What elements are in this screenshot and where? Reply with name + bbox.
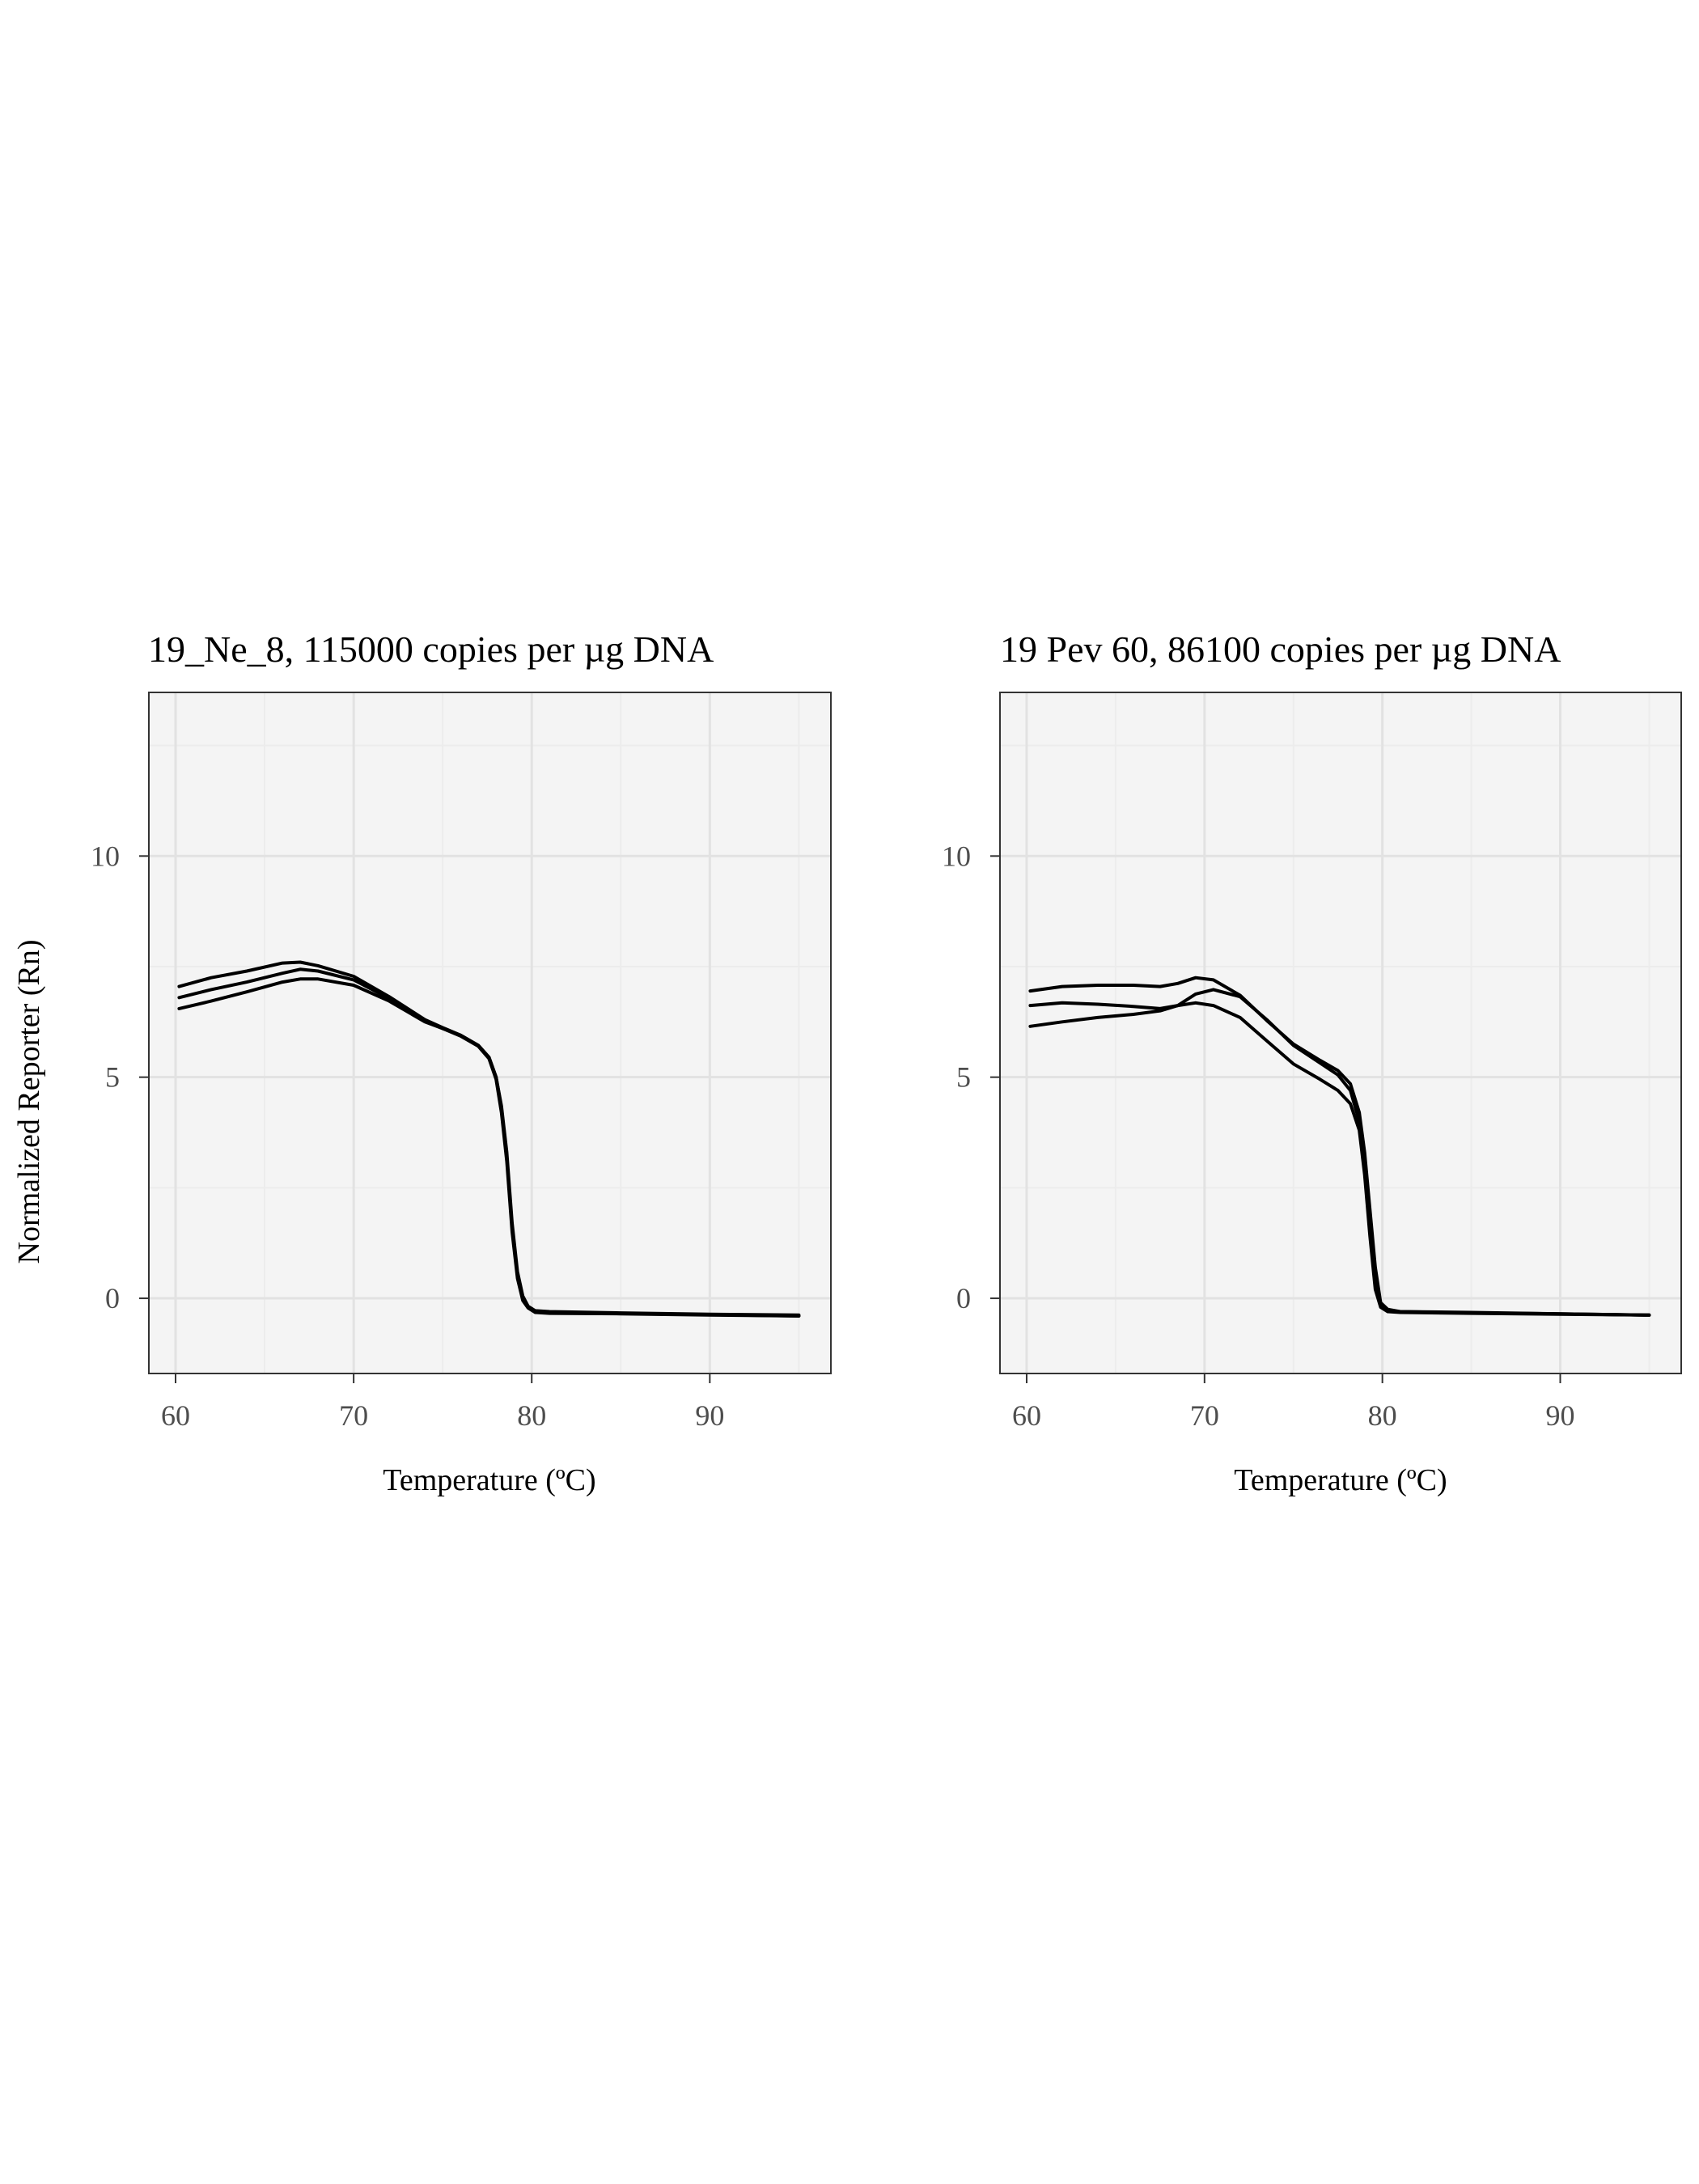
x-tick-label: 90 <box>695 1399 724 1432</box>
y-tick-label: 10 <box>91 840 120 872</box>
x-axis-label: Temperature (ºC) <box>383 1463 595 1497</box>
series-line-3 <box>1028 1001 1651 1317</box>
x-tick-label: 90 <box>1546 1399 1575 1432</box>
y-tick-label: 5 <box>105 1061 120 1094</box>
plot-background <box>149 692 831 1373</box>
series-line-3 <box>177 977 801 1318</box>
y-tick-label: 5 <box>956 1061 971 1094</box>
chart-panel-right: Temperature (ºC) 60 70 80 90 0 5 10 19 Pev 60, … <box>942 629 1682 1497</box>
x-tick-label: 70 <box>1190 1399 1219 1432</box>
chart-panel-left: Temperature (ºC) 60 70 80 90 0 5 10 19_Ne_8, 11… <box>91 629 832 1497</box>
plot-border <box>999 692 1682 1374</box>
x-tick-label: 80 <box>517 1399 546 1432</box>
x-tick-label: 60 <box>1012 1399 1041 1432</box>
chart-title: 19 Pev 60, 86100 copies per µg DNA <box>1000 629 1561 670</box>
y-tick-label: 0 <box>105 1282 120 1314</box>
y-tick-label: 10 <box>942 840 971 872</box>
x-axis-label: Temperature (ºC) <box>1234 1463 1447 1497</box>
x-tick-label: 70 <box>339 1399 368 1432</box>
plot-border <box>148 692 832 1374</box>
shared-y-axis-label: Normalized Reporter (Rn) <box>12 940 46 1264</box>
x-tick-label: 60 <box>161 1399 190 1432</box>
plot-background <box>1000 692 1681 1373</box>
x-tick-label: 80 <box>1368 1399 1397 1432</box>
y-tick-label: 0 <box>956 1282 971 1314</box>
chart-title: 19_Ne_8, 115000 copies per µg DNA <box>148 629 714 670</box>
